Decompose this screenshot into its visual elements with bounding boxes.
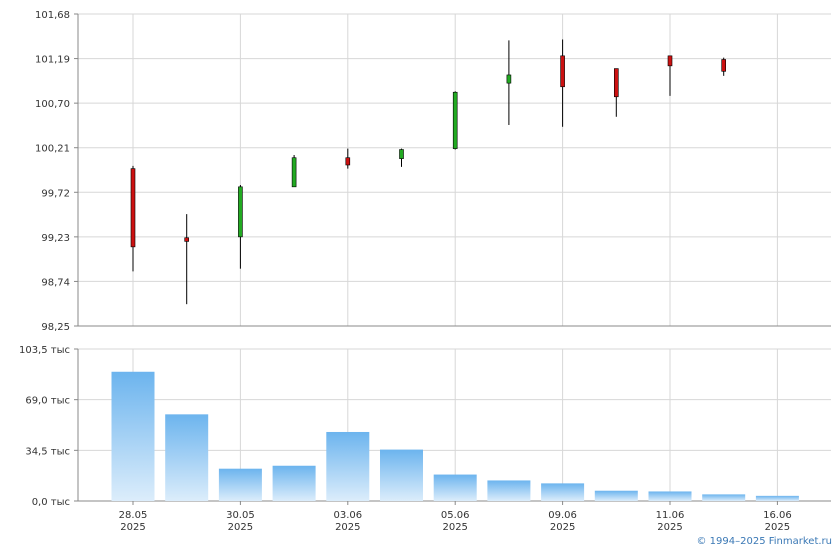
volume-bar bbox=[433, 474, 477, 501]
volume-tick-label: 34,5 тыс bbox=[25, 446, 70, 457]
x-tick-label-year: 2025 bbox=[765, 522, 790, 533]
candle-up bbox=[452, 91, 458, 149]
x-tick-label-day: 05.06 bbox=[441, 510, 470, 521]
volume-tick-label: 103,5 тыс bbox=[19, 345, 70, 356]
volume-bar bbox=[165, 414, 209, 501]
candle-up bbox=[399, 149, 404, 159]
x-tick-label-year: 2025 bbox=[335, 522, 360, 533]
volume-bar bbox=[755, 495, 799, 501]
x-tick-label-day: 09.06 bbox=[548, 510, 577, 521]
volume-bar bbox=[272, 465, 316, 501]
volume-bar bbox=[594, 490, 638, 501]
volume-bar bbox=[218, 468, 262, 501]
x-tick-label-year: 2025 bbox=[657, 522, 682, 533]
price-tick-label: 98,25 bbox=[41, 322, 70, 333]
volume-bar bbox=[380, 449, 423, 501]
candle-down bbox=[721, 59, 727, 72]
volume-bar bbox=[487, 480, 531, 501]
x-tick-label-day: 28.05 bbox=[119, 510, 148, 521]
candle-down bbox=[184, 237, 189, 242]
price-tick-label: 101,19 bbox=[35, 55, 70, 66]
candle-down bbox=[345, 157, 351, 166]
price-tick-label: 101,68 bbox=[35, 10, 70, 21]
copyright-link[interactable]: © 1994–2025 Finmarket.ru bbox=[696, 536, 832, 547]
volume-tick-label: 69,0 тыс bbox=[25, 396, 70, 407]
volume-bar bbox=[326, 431, 370, 501]
volume-bar bbox=[702, 494, 746, 501]
price-tick-label: 99,23 bbox=[41, 233, 70, 244]
x-tick-label-year: 2025 bbox=[550, 522, 575, 533]
candle-down bbox=[130, 168, 136, 248]
candle-up bbox=[291, 157, 297, 188]
price-tick-label: 99,72 bbox=[41, 188, 70, 199]
volume-bar bbox=[541, 483, 585, 501]
x-tick-label-year: 2025 bbox=[442, 522, 467, 533]
volume-tick-label: 0,0 тыс bbox=[32, 497, 70, 508]
candle-up bbox=[506, 74, 512, 84]
volume-bar bbox=[648, 491, 692, 501]
volume-bar bbox=[111, 371, 155, 501]
candle-up bbox=[238, 186, 243, 238]
x-tick-label-day: 30.05 bbox=[226, 510, 255, 521]
x-tick-label-day: 03.06 bbox=[333, 510, 362, 521]
price-tick-label: 100,21 bbox=[35, 144, 70, 155]
candle-down bbox=[667, 55, 673, 67]
x-tick-label-year: 2025 bbox=[120, 522, 145, 533]
candle-down bbox=[560, 55, 565, 88]
candle-down bbox=[613, 68, 619, 98]
x-tick-label-day: 11.06 bbox=[656, 510, 685, 521]
price-tick-label: 100,70 bbox=[35, 99, 70, 110]
x-tick-label-year: 2025 bbox=[228, 522, 253, 533]
price-tick-label: 98,74 bbox=[41, 277, 70, 288]
x-tick-label-day: 16.06 bbox=[763, 510, 792, 521]
